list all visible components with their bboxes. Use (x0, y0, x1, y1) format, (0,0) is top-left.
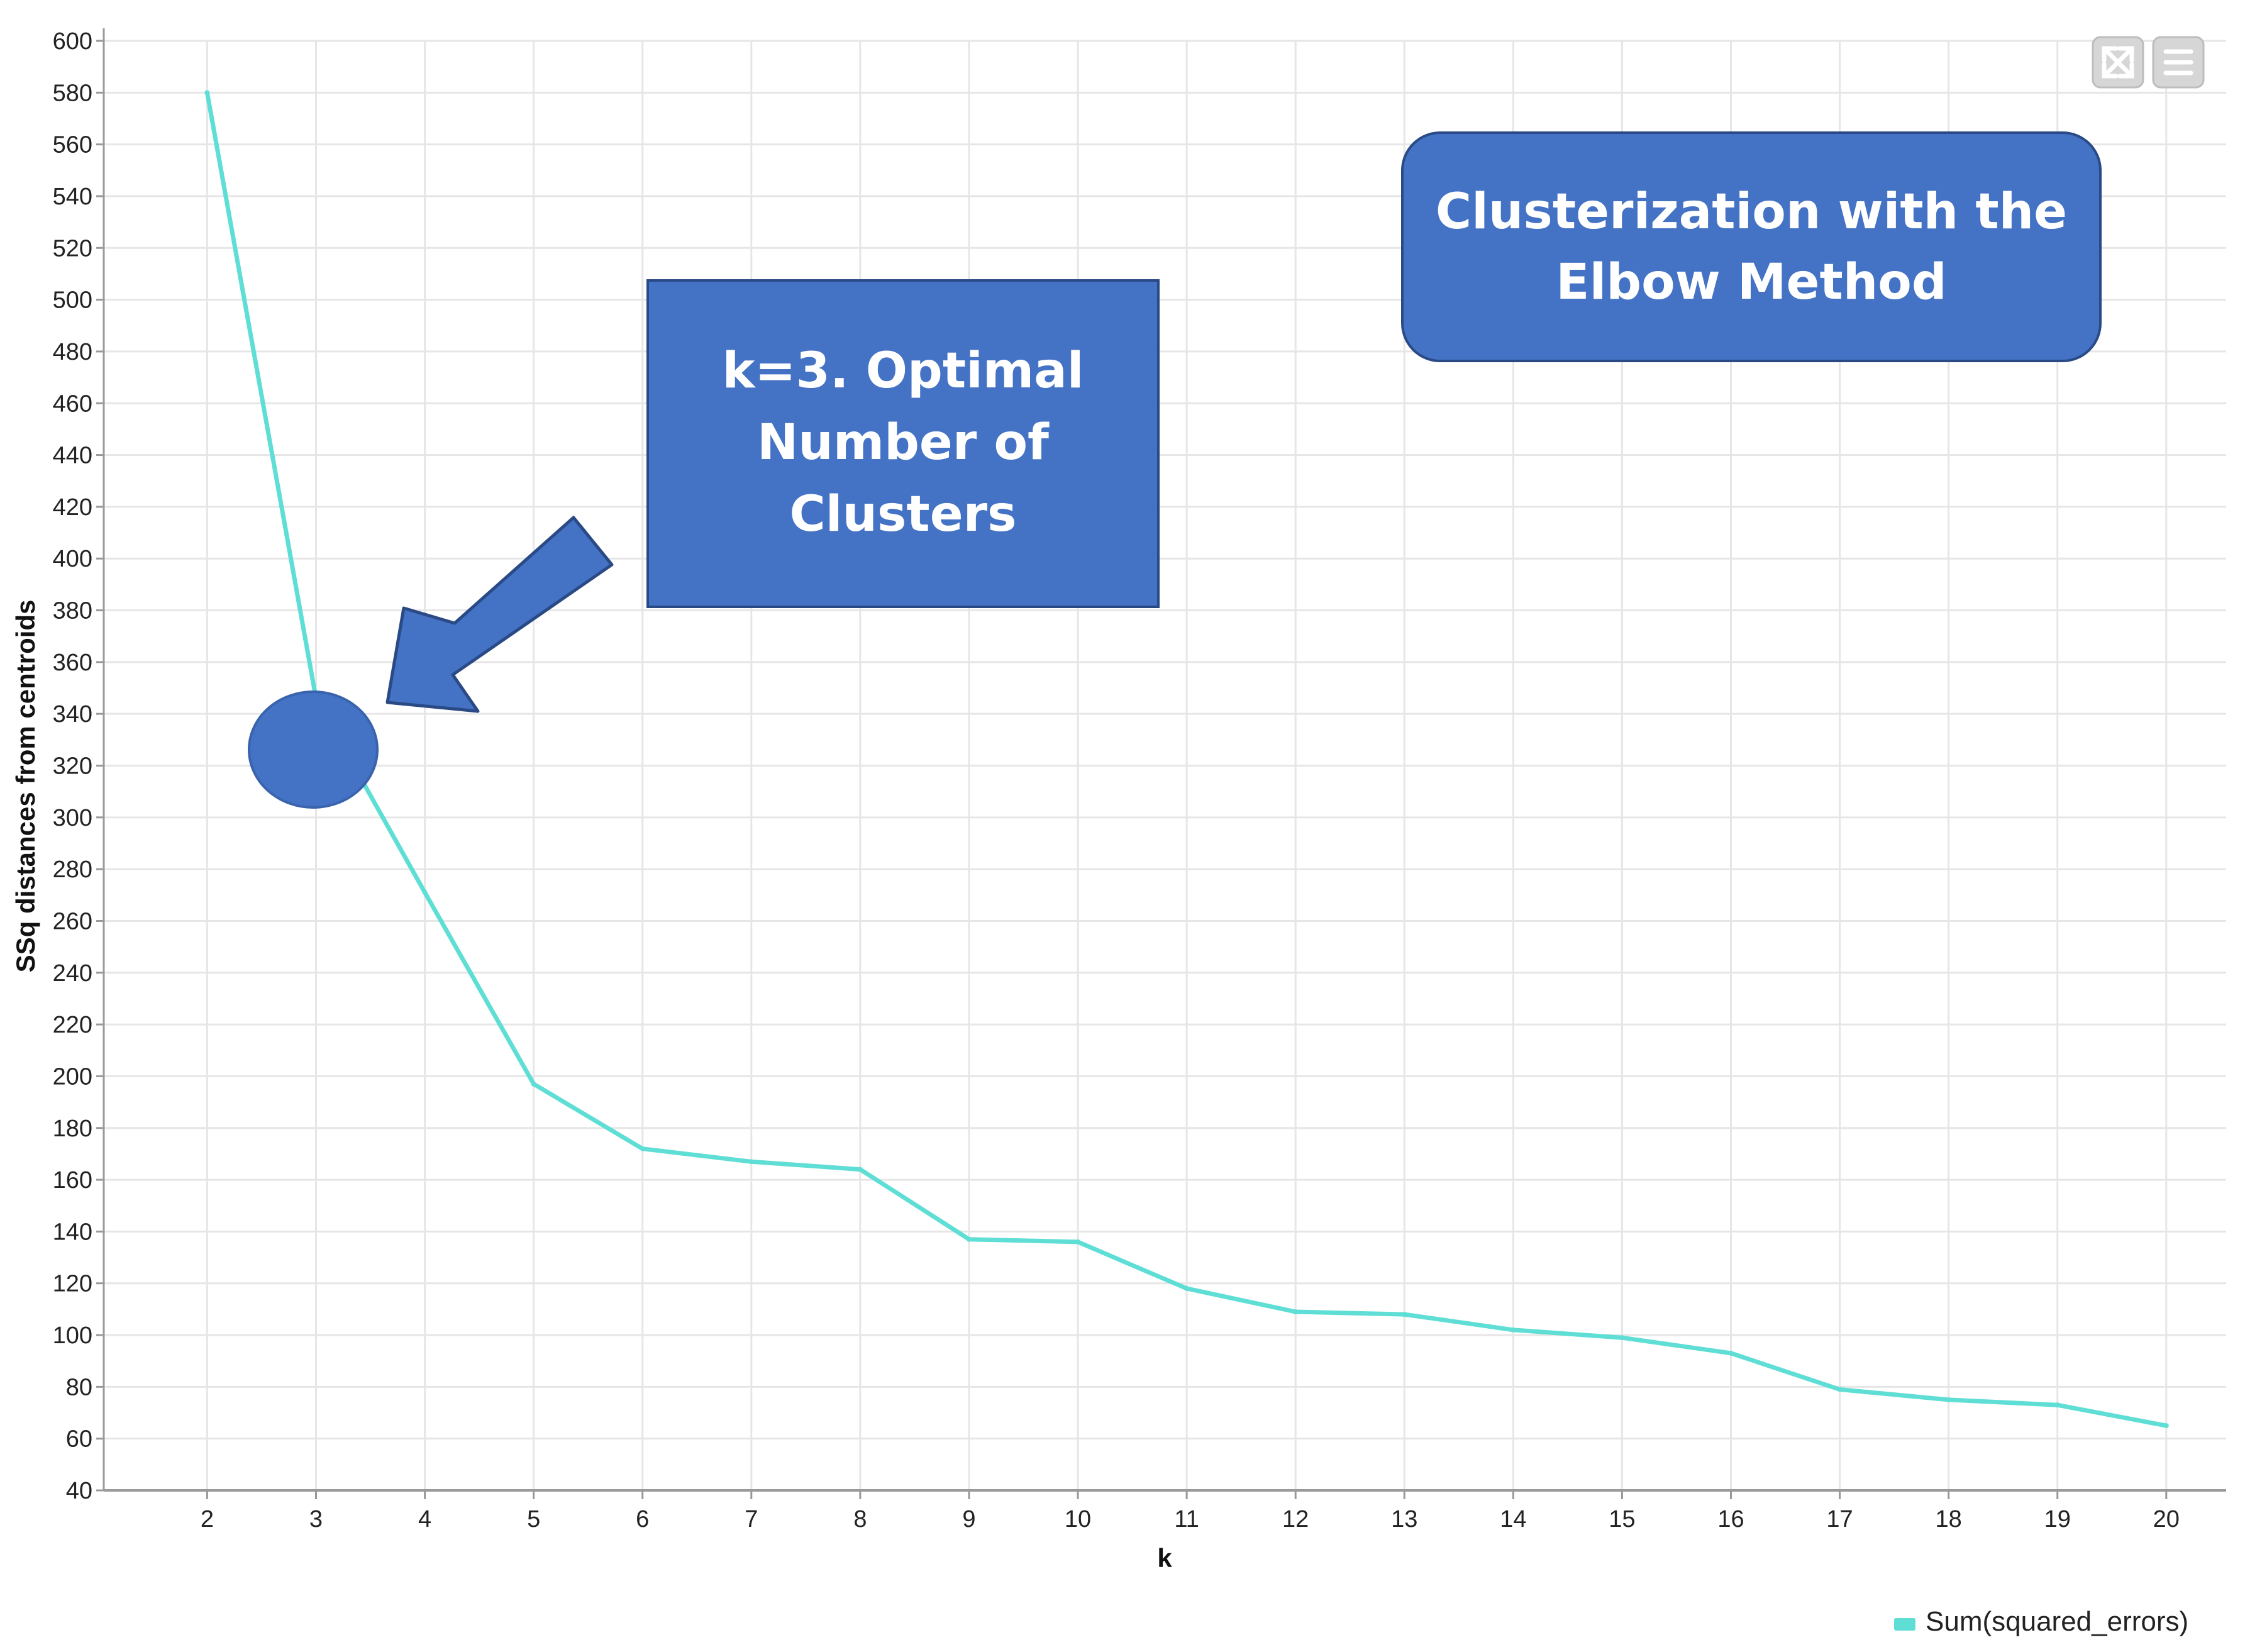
x-tick-label: 11 (1174, 1506, 1199, 1533)
y-tick-label: 400 (53, 546, 92, 572)
y-tick-label: 340 (53, 701, 92, 728)
optimal-k-line-1: k=3. Optimal (722, 343, 1084, 399)
x-tick-label: 16 (1717, 1506, 1744, 1533)
menu-button[interactable] (2152, 36, 2205, 89)
data-point[interactable] (1619, 1335, 1625, 1341)
y-tick-label: 160 (53, 1167, 92, 1194)
data-point[interactable] (2054, 1402, 2060, 1408)
x-tick-label: 5 (527, 1506, 540, 1533)
legend-label: Sum(squared_errors) (1926, 1606, 2188, 1637)
y-tick-label: 260 (53, 908, 92, 934)
x-tick-label: 14 (1500, 1506, 1526, 1533)
y-tick-label: 80 (66, 1374, 92, 1400)
data-point[interactable] (2163, 1423, 2169, 1429)
y-tick-label: 200 (53, 1063, 92, 1090)
x-tick-label: 17 (1826, 1506, 1853, 1533)
data-point[interactable] (422, 890, 428, 895)
y-tick-label: 180 (53, 1116, 92, 1142)
x-tick-label: 3 (309, 1506, 323, 1533)
y-tick-label: 240 (53, 960, 92, 987)
data-point[interactable] (1293, 1309, 1299, 1314)
y-tick-label: 520 (53, 235, 92, 262)
series-layer (204, 90, 2169, 1429)
y-tick-label: 580 (53, 80, 92, 106)
data-point[interactable] (966, 1236, 972, 1242)
x-tick-label: 9 (962, 1506, 975, 1533)
y-tick-label: 40 (66, 1478, 92, 1504)
y-tick-label: 220 (53, 1012, 92, 1038)
x-axis-title: k (1157, 1543, 1172, 1573)
legend[interactable]: Sum(squared_errors) (1894, 1606, 2188, 1637)
data-point[interactable] (748, 1159, 754, 1165)
y-tick-label: 140 (53, 1219, 92, 1245)
x-tick-label: 7 (745, 1506, 758, 1533)
optimal-k-callout: k=3. Optimal Number of Clusters (646, 279, 1160, 608)
title-line-2: Elbow Method (1556, 254, 1946, 311)
y-tick-label: 460 (53, 391, 92, 417)
y-tick-label: 320 (53, 753, 92, 780)
x-tick-label: 18 (1936, 1506, 1962, 1533)
data-point[interactable] (1511, 1327, 1516, 1333)
y-tick-label: 420 (53, 494, 92, 521)
y-tick-label: 100 (53, 1322, 92, 1349)
y-tick-label: 380 (53, 598, 92, 624)
y-tick-label: 360 (53, 650, 92, 676)
y-tick-label: 60 (66, 1426, 92, 1453)
axes (96, 28, 2226, 1499)
optimal-k-line-3: Clusters (789, 486, 1016, 543)
y-tick-label: 540 (53, 184, 92, 210)
title-box (1401, 131, 2102, 362)
data-point[interactable] (1728, 1350, 1734, 1356)
data-point[interactable] (531, 1081, 536, 1087)
x-tick-label: 6 (636, 1506, 649, 1533)
y-tick-label: 600 (53, 28, 92, 55)
menu-icon (2163, 49, 2193, 75)
data-point[interactable] (857, 1167, 863, 1172)
data-point[interactable] (1402, 1312, 1407, 1317)
x-tick-label: 19 (2044, 1506, 2071, 1533)
data-point[interactable] (1184, 1285, 1190, 1291)
title-line-1: Clusterization with the (1436, 184, 2067, 240)
x-tick-label: 10 (1065, 1506, 1091, 1533)
y-tick-label: 300 (53, 805, 92, 831)
callout-arrow (385, 516, 614, 713)
legend-swatch (1894, 1618, 1915, 1631)
optimal-k-box (646, 279, 1160, 608)
fullscreen-button[interactable] (2092, 36, 2144, 89)
optimal-k-line-2: Number of (757, 414, 1050, 471)
x-tick-label: 2 (201, 1506, 214, 1533)
data-point[interactable] (640, 1146, 645, 1151)
y-tick-label: 120 (53, 1271, 92, 1297)
fullscreen-icon (2102, 46, 2134, 79)
elbow-marker (248, 690, 379, 809)
x-tick-label: 20 (2153, 1506, 2180, 1533)
x-tick-label: 8 (853, 1506, 867, 1533)
title-callout: Clusterization with the Elbow Method (1401, 131, 2102, 362)
data-point[interactable] (204, 90, 210, 96)
x-tick-label: 4 (418, 1506, 431, 1533)
y-tick-label: 440 (53, 443, 92, 469)
data-point[interactable] (1946, 1397, 1951, 1402)
data-point[interactable] (1075, 1239, 1081, 1245)
y-tick-label: 280 (53, 856, 92, 883)
data-point[interactable] (1837, 1387, 1843, 1392)
y-tick-label: 560 (53, 132, 92, 158)
y-tick-label: 480 (53, 339, 92, 365)
y-axis-title: SSq distances from centroids (11, 600, 40, 973)
y-tick-label: 500 (53, 287, 92, 314)
x-tick-label: 12 (1282, 1506, 1309, 1533)
tick-labels: 4060801001201401601802002202402602803003… (53, 28, 2180, 1533)
x-tick-label: 15 (1609, 1506, 1635, 1533)
x-tick-label: 13 (1391, 1506, 1417, 1533)
